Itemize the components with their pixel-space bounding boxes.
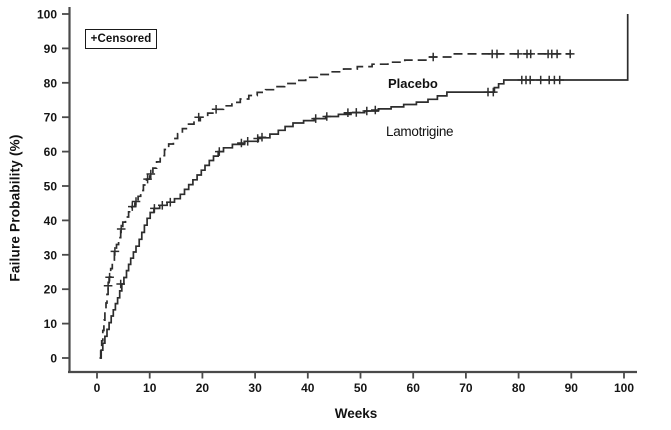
y-tick-label: 90 xyxy=(44,42,58,56)
x-tick-label: 80 xyxy=(512,381,526,395)
y-tick-label: 80 xyxy=(44,76,58,90)
x-tick-label: 90 xyxy=(565,381,579,395)
y-tick-label: 70 xyxy=(44,111,58,125)
x-tick-label: 60 xyxy=(407,381,421,395)
x-tick-label: 10 xyxy=(143,381,157,395)
x-tick-label: 20 xyxy=(196,381,210,395)
y-tick-label: 60 xyxy=(44,145,58,159)
placebo-curve-label: Placebo xyxy=(388,76,438,91)
x-tick-label: 30 xyxy=(248,381,262,395)
placebo-censor-marks xyxy=(103,49,575,291)
lamotrigine-curve-label: Lamotrigine xyxy=(386,124,454,139)
y-axis-title: Failure Probability (%) xyxy=(7,134,23,282)
x-tick-label: 50 xyxy=(354,381,368,395)
legend-box: +Censored xyxy=(85,29,157,49)
y-tick-label: 30 xyxy=(44,248,58,262)
y-tick-label: 0 xyxy=(50,352,57,366)
lamotrigine-censor-marks xyxy=(116,75,564,289)
legend-censored-label: +Censored xyxy=(90,33,152,45)
placebo-curve xyxy=(99,53,572,359)
y-tick-label: 40 xyxy=(44,214,58,228)
x-tick-label: 70 xyxy=(459,381,473,395)
y-tick-label: 100 xyxy=(37,8,57,22)
x-tick-label: 40 xyxy=(301,381,315,395)
lamotrigine-curve xyxy=(99,14,629,359)
x-tick-label: 0 xyxy=(94,381,101,395)
y-tick-label: 50 xyxy=(44,180,58,194)
y-tick-label: 10 xyxy=(44,317,58,331)
y-tick-label: 20 xyxy=(44,283,58,297)
x-axis-title: Weeks xyxy=(334,406,378,421)
x-tick-label: 100 xyxy=(614,381,634,395)
